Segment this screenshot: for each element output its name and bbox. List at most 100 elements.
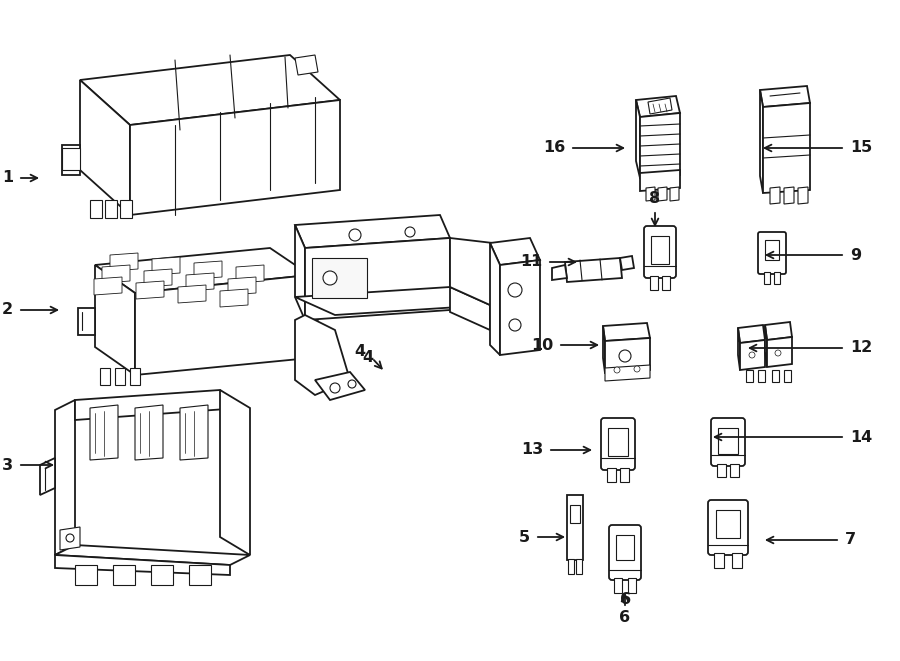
Circle shape [349,229,361,241]
Polygon shape [189,565,211,585]
FancyBboxPatch shape [708,500,748,555]
Text: 1: 1 [2,171,13,186]
Polygon shape [55,545,250,565]
Polygon shape [55,555,230,575]
Text: 6: 6 [619,611,631,625]
Bar [758,370,765,382]
Bar [570,505,580,523]
Circle shape [405,227,415,237]
Bar [714,553,724,568]
Bar [746,370,753,382]
Polygon shape [135,405,163,460]
Polygon shape [95,248,310,293]
Bar [620,468,629,482]
Polygon shape [130,100,340,215]
Circle shape [614,367,620,373]
Circle shape [66,534,74,542]
Polygon shape [620,256,634,270]
Bar [764,272,770,284]
Text: 10: 10 [531,338,553,352]
Polygon shape [62,148,80,170]
Polygon shape [102,265,130,283]
Polygon shape [490,243,500,355]
Polygon shape [62,145,80,175]
Bar [662,276,670,290]
Polygon shape [605,365,650,381]
Polygon shape [60,527,80,550]
Bar [568,559,574,574]
Polygon shape [130,368,140,385]
Bar [614,578,622,593]
Polygon shape [295,287,490,315]
Text: 8: 8 [650,191,661,206]
FancyBboxPatch shape [601,418,635,470]
Text: 9: 9 [850,247,861,262]
Polygon shape [295,215,450,248]
Polygon shape [765,322,792,340]
Text: 5: 5 [519,529,530,545]
Polygon shape [765,325,767,367]
Circle shape [634,366,640,372]
Polygon shape [798,187,808,204]
Polygon shape [763,103,810,193]
Polygon shape [760,86,810,107]
Polygon shape [120,200,132,218]
Bar [616,535,634,560]
Polygon shape [603,326,605,373]
Polygon shape [113,565,135,585]
Polygon shape [80,55,340,125]
Polygon shape [552,265,567,280]
Circle shape [775,350,781,356]
Polygon shape [100,368,110,385]
Text: 4: 4 [363,350,374,366]
Polygon shape [767,337,792,367]
Polygon shape [658,187,667,201]
Polygon shape [151,565,173,585]
Polygon shape [80,80,130,215]
Polygon shape [567,495,583,560]
Polygon shape [78,308,95,335]
Polygon shape [770,187,780,204]
Text: 16: 16 [543,141,565,155]
Polygon shape [670,187,679,201]
FancyBboxPatch shape [609,525,641,580]
Circle shape [509,319,521,331]
Circle shape [348,380,356,388]
Bar [774,272,780,284]
Circle shape [619,350,631,362]
Polygon shape [738,325,765,343]
Polygon shape [40,458,55,495]
Polygon shape [180,405,208,460]
Bar [607,468,616,482]
Bar [312,258,367,298]
Polygon shape [135,275,310,375]
Polygon shape [760,90,763,193]
Polygon shape [110,253,138,271]
Text: 3: 3 [2,457,13,473]
Circle shape [330,383,340,393]
Bar [784,370,791,382]
Bar [772,370,779,382]
Bar [608,428,628,456]
Polygon shape [152,257,180,275]
Text: 4: 4 [355,344,365,360]
Polygon shape [305,320,318,336]
Polygon shape [105,200,117,218]
Polygon shape [136,281,164,299]
Polygon shape [228,277,256,295]
Text: 7: 7 [845,533,856,547]
Text: 2: 2 [2,303,13,317]
Polygon shape [115,368,125,385]
Polygon shape [220,390,250,555]
Polygon shape [295,225,305,320]
Bar [718,428,738,454]
Polygon shape [305,238,450,320]
Polygon shape [603,323,650,341]
Bar [650,276,658,290]
Polygon shape [55,400,75,555]
Polygon shape [500,260,540,355]
Polygon shape [95,265,135,375]
Polygon shape [90,405,118,460]
Bar [576,559,582,574]
Text: 12: 12 [850,340,872,356]
